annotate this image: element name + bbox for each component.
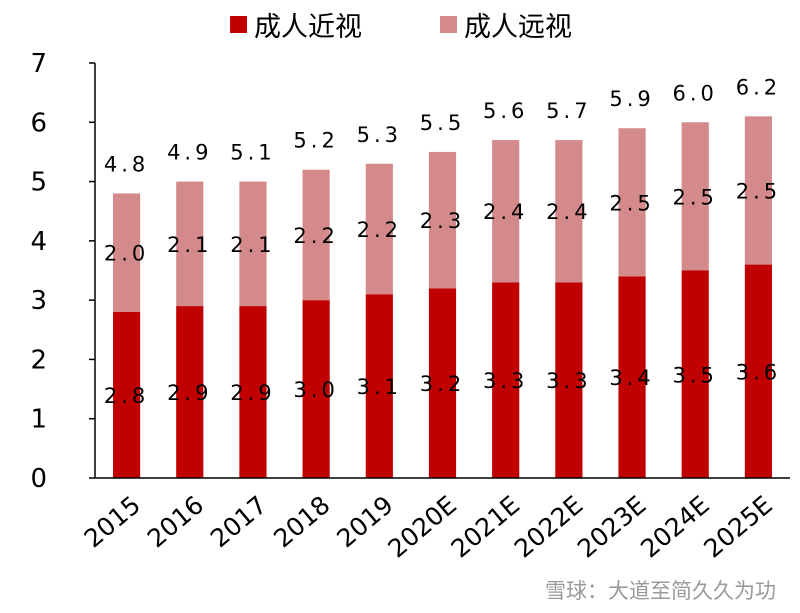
bar-far-2021E	[492, 140, 520, 283]
data-label-far-2024E: 2.5	[673, 185, 718, 209]
y-tick-label-5: 5	[30, 168, 47, 198]
x-tick-label-2018: 2018	[268, 490, 335, 553]
bar-near-2019	[365, 294, 393, 478]
bar-far-2023E	[618, 128, 646, 277]
x-tick-label-2022E: 2022E	[509, 490, 588, 563]
data-label-far-2015: 2.0	[104, 242, 149, 266]
y-tick-label-0: 0	[30, 464, 47, 494]
data-label-far-2016: 2.1	[167, 233, 212, 257]
x-tick-label-2016: 2016	[142, 490, 209, 553]
bar-far-2025E	[744, 116, 772, 265]
bar-near-2015	[113, 312, 141, 478]
data-label-near-2019: 3.1	[357, 375, 402, 399]
total-label-2023E: 5.9	[609, 87, 654, 111]
bar-far-2017	[239, 181, 267, 307]
bar-far-2024E	[681, 122, 709, 271]
bar-near-2021E	[492, 282, 520, 478]
bar-near-2024E	[681, 270, 709, 478]
y-axis: 0 1 2 3 4 5 6 7	[30, 49, 96, 494]
bar-far-2015	[113, 193, 141, 312]
data-label-far-2018: 2.2	[293, 224, 338, 248]
y-tick-label-6: 6	[30, 108, 47, 138]
bar-far-2019	[365, 163, 393, 295]
total-label-2020E: 5.5	[420, 111, 465, 135]
bar-far-2022E	[555, 140, 583, 283]
legend-swatch-far	[440, 16, 457, 33]
legend-swatch-near	[230, 16, 247, 33]
x-axis: 201520162017201820192020E2021E2022E2023E…	[79, 477, 790, 563]
data-label-far-2021E: 2.4	[483, 200, 528, 224]
y-tick-label-7: 7	[30, 49, 47, 79]
data-label-near-2023E: 3.4	[609, 366, 654, 390]
y-tick-label-1: 1	[30, 405, 47, 435]
bar-near-2016	[176, 306, 204, 478]
x-tick-label-2015: 2015	[79, 490, 146, 553]
data-label-near-2021E: 3.3	[483, 369, 528, 393]
bar-near-2022E	[555, 282, 583, 478]
data-label-near-2018: 3.0	[293, 378, 338, 402]
bars	[113, 116, 772, 478]
bar-near-2025E	[744, 264, 772, 478]
x-tick-label-2023E: 2023E	[572, 490, 651, 563]
data-label-near-2022E: 3.3	[546, 369, 591, 393]
data-labels: 2.8 2.0 4.8 2.9 2.1 4.9 2.9 2.1 5.1 3.0 2.2 5.2 3.1 2…	[104, 75, 781, 408]
data-label-near-2017: 2.9	[230, 381, 275, 405]
watermark: 雪球：大道至简久久为功	[545, 579, 776, 603]
total-label-2015: 4.8	[104, 152, 149, 176]
data-label-near-2016: 2.9	[167, 381, 212, 405]
data-label-near-2020E: 3.2	[420, 372, 465, 396]
bar-near-2017	[239, 306, 267, 478]
total-label-2017: 5.1	[230, 141, 275, 165]
x-tick-label-2024E: 2024E	[635, 490, 714, 563]
y-tick-label-4: 4	[30, 227, 47, 257]
bar-near-2023E	[618, 276, 646, 478]
data-label-far-2020E: 2.3	[420, 209, 465, 233]
total-label-2016: 4.9	[167, 141, 212, 165]
total-label-2025E: 6.2	[736, 75, 781, 99]
data-label-far-2017: 2.1	[230, 233, 275, 257]
x-tick-label-2020E: 2020E	[382, 490, 461, 563]
data-label-far-2019: 2.2	[357, 218, 402, 242]
total-label-2021E: 5.6	[483, 99, 528, 123]
bar-far-2016	[176, 181, 204, 307]
data-label-far-2023E: 2.5	[609, 191, 654, 215]
total-label-2022E: 5.7	[546, 99, 591, 123]
total-label-2018: 5.2	[293, 129, 338, 153]
y-tick-label-2: 2	[30, 345, 47, 375]
x-tick-label-2017: 2017	[205, 490, 272, 553]
total-label-2019: 5.3	[357, 123, 402, 147]
data-label-near-2024E: 3.5	[673, 363, 718, 387]
total-label-2024E: 6.0	[673, 81, 718, 105]
bar-far-2018	[302, 169, 330, 301]
data-label-far-2022E: 2.4	[546, 200, 591, 224]
data-label-near-2025E: 3.6	[736, 360, 781, 384]
legend: 成人近视 成人远视	[230, 12, 572, 43]
legend-label-near: 成人近视	[254, 12, 362, 43]
y-tick-label-3: 3	[30, 286, 47, 316]
data-label-far-2025E: 2.5	[736, 179, 781, 203]
x-tick-label-2021E: 2021E	[446, 490, 525, 563]
x-tick-label-2025E: 2025E	[698, 490, 777, 563]
bar-near-2020E	[428, 288, 457, 478]
legend-label-far: 成人远视	[464, 12, 572, 43]
bar-far-2020E	[428, 151, 457, 289]
bar-near-2018	[302, 300, 330, 478]
data-label-near-2015: 2.8	[104, 384, 149, 408]
